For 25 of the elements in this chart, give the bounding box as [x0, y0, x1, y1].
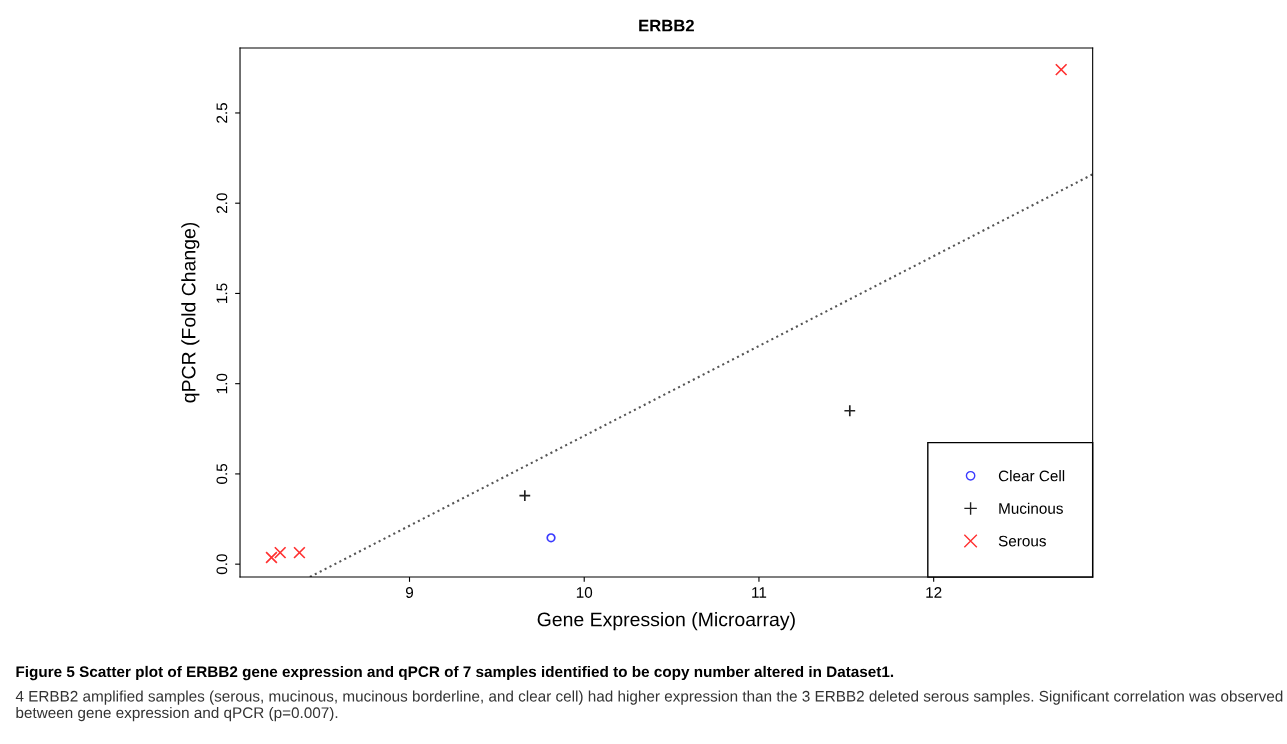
point: [546, 533, 556, 543]
chart-title: ERBB2: [639, 19, 694, 32]
point: [293, 546, 306, 559]
y-tick-label: 1.0: [216, 373, 228, 394]
x-axis-title: Gene Expression (Microarray): [537, 612, 795, 631]
x-tick-label: 11: [752, 587, 767, 598]
point: [1054, 63, 1068, 76]
x-tick-label: 12: [926, 587, 942, 598]
point: [518, 489, 532, 502]
y-tick-label: 2.0: [216, 193, 228, 214]
y-tick-label: 0.5: [216, 463, 228, 484]
y-axis-title: qPCR (Fold Change): [181, 222, 200, 403]
legend-label: Serous: [998, 535, 1046, 547]
point: [273, 546, 287, 559]
x-tick-label: 9: [405, 587, 414, 598]
caption: Figure 5 Scatter plot of ERBB2 gene expression and qPCR of 7 samples identified to be copy number altered in Dataset1.: [16, 665, 894, 681]
legend-label: Clear Cell: [998, 470, 1065, 482]
y-tick-label: 1.5: [216, 283, 228, 303]
y-tick-label: 2.5: [216, 102, 228, 123]
x-tick-label: 10: [576, 587, 593, 598]
point: [843, 404, 857, 417]
point: [265, 551, 278, 564]
legend-label: Mucinous: [999, 502, 1063, 514]
y-tick-label: 0.0: [216, 554, 228, 575]
text: 4 ERBB2 amplified samples (serous, mucinous, mucinous borderline, and clear cell) had higher expression than the 3 ERBB2 deleted serous samples. Significant correlation was observed between gene expression and qPCR (p=0.007).: [15, 690, 1283, 722]
